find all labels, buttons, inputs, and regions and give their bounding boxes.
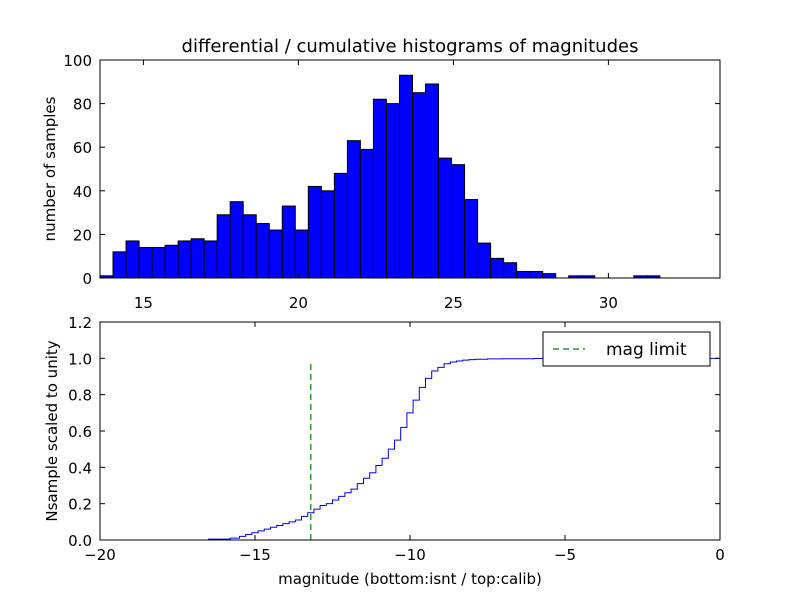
x-tick-label: −5	[554, 546, 576, 564]
chart-title: differential / cumulative histograms of …	[182, 36, 639, 57]
y-tick-label: 0.0	[68, 532, 92, 550]
y-tick-label: 1.2	[68, 314, 92, 332]
y-tick-label: 0.8	[68, 387, 92, 405]
y-tick-label: 40	[73, 183, 92, 201]
cumulative-y-axis-label: Nsample scaled to unity	[43, 340, 61, 521]
histogram-bar	[398, 74, 413, 279]
histogram-bar	[307, 185, 322, 279]
histogram-bar	[242, 214, 257, 279]
histogram-bar	[203, 240, 218, 279]
x-tick-label: 15	[134, 294, 153, 312]
histogram-bar	[281, 205, 296, 279]
histogram-bar	[164, 244, 179, 279]
histogram-bar	[411, 92, 427, 279]
y-tick-label: 80	[73, 96, 92, 114]
y-tick-label: 100	[63, 52, 92, 70]
y-tick-label: 0.6	[68, 423, 92, 441]
y-tick-label: 1.0	[68, 350, 92, 368]
histogram-axes-frame	[99, 59, 721, 279]
histogram-bar	[490, 257, 505, 279]
histogram-bar	[190, 238, 205, 279]
cumulative-panel: 0.0 0.2 0.4 0.6 0.8 1.0 1.2 −20 −15 −10 −5 0 magni…	[43, 314, 725, 588]
histogram-bar	[372, 98, 387, 279]
histogram-panel: differential / cumulative histograms of …	[41, 36, 721, 312]
histogram-bar	[477, 242, 492, 279]
y-tick-label: 20	[73, 226, 92, 244]
histogram-bar	[229, 201, 244, 279]
histogram-bar	[320, 190, 335, 279]
histogram-bar	[529, 270, 544, 279]
x-tick-label: 25	[444, 294, 463, 312]
histogram-x-ticks: 15 20 25 30	[134, 60, 618, 312]
x-tick-label: 20	[289, 294, 308, 312]
x-tick-label: −10	[394, 546, 426, 564]
histogram-bar	[216, 214, 231, 279]
cumulative-x-ticks: −20 −15 −10 −5 0	[84, 322, 725, 564]
histogram-bar	[451, 164, 466, 279]
histogram-bar	[255, 223, 270, 279]
histogram-bar	[294, 229, 309, 279]
x-tick-label: −15	[239, 546, 271, 564]
cumulative-x-axis-label: magnitude (bottom:isnt / top:calib)	[278, 570, 542, 588]
cumulative-y-ticks: 0.0 0.2 0.4 0.6 0.8 1.0 1.2	[68, 314, 720, 550]
y-tick-label: 60	[73, 139, 92, 157]
histogram-bar	[464, 199, 479, 279]
histogram-bar	[138, 246, 153, 279]
x-tick-label: 0	[715, 546, 725, 564]
y-tick-label: 0.2	[68, 496, 92, 514]
histogram-y-axis-label: number of samples	[41, 96, 59, 241]
histogram-bar	[438, 157, 453, 279]
histogram-bar	[151, 246, 166, 279]
histogram-bar	[542, 273, 557, 279]
y-tick-label: 0.4	[68, 459, 92, 477]
histogram-bar	[333, 172, 348, 279]
cumulative-lines	[100, 357, 721, 541]
histogram-bar	[503, 262, 518, 279]
legend-box	[542, 331, 711, 367]
x-tick-label: −20	[84, 546, 116, 564]
x-tick-label: 30	[599, 294, 618, 312]
histogram-bar	[268, 229, 283, 279]
histogram-y-ticks: 0 20 40 60 80 100	[63, 52, 720, 288]
histogram-bars	[99, 74, 661, 279]
histogram-bar	[112, 251, 127, 279]
legend-mag-limit-label: mag limit	[606, 340, 687, 360]
histogram-bar	[385, 103, 400, 279]
histogram-bar	[346, 140, 361, 279]
cumulative-step-line	[100, 357, 721, 541]
legend: mag limit	[542, 331, 711, 367]
y-tick-label: 0	[82, 270, 92, 288]
histogram-bar	[177, 240, 192, 279]
histogram-bar	[425, 83, 440, 279]
histogram-bar	[516, 270, 531, 279]
histogram-bar	[359, 148, 374, 279]
histogram-bar	[125, 240, 140, 279]
